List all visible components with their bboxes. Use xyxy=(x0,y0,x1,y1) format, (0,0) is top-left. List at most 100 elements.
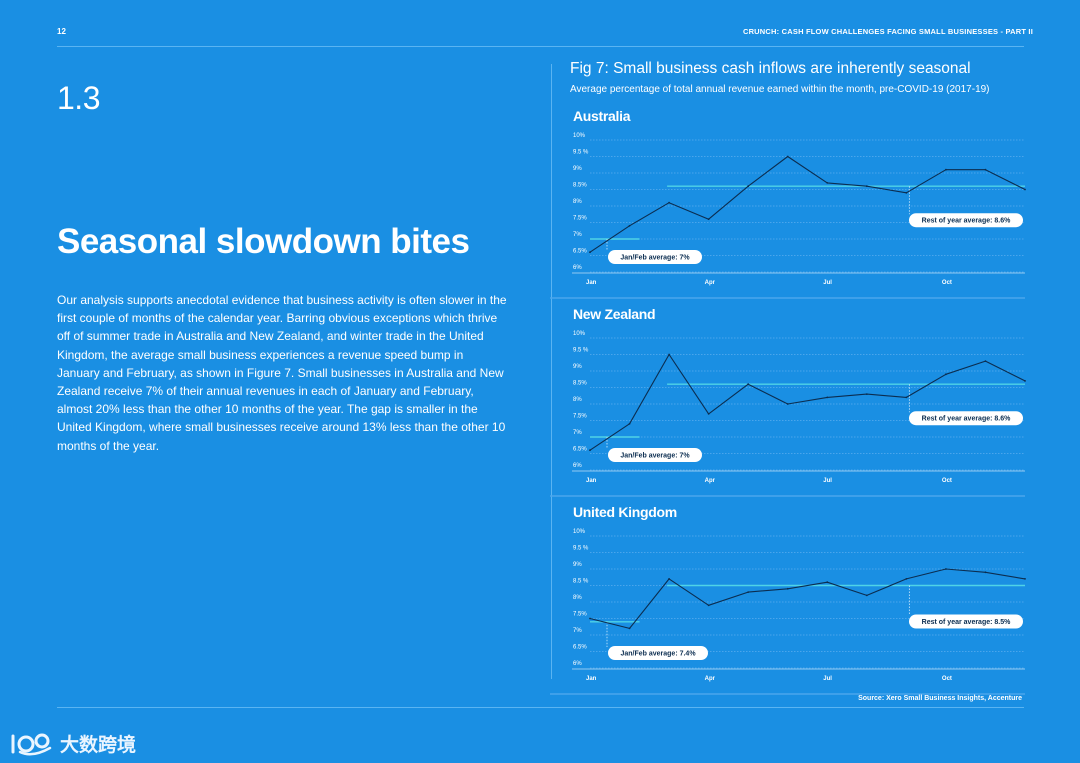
watermark-text: 大数跨境 xyxy=(60,735,137,756)
data-line xyxy=(589,155,1026,253)
rest-of-year-average-label-bg xyxy=(909,411,1023,426)
y-tick-label: 6.5% xyxy=(573,447,587,453)
y-tick-label: 7.5% xyxy=(573,612,587,618)
data-point xyxy=(865,393,868,395)
y-tick-label: 8.5% xyxy=(573,381,587,387)
y-tick-label: 7.5% xyxy=(573,414,587,420)
section-body: Our analysis supports anecdotal evidence… xyxy=(57,293,507,453)
data-point xyxy=(826,581,829,584)
jan-feb-average-label: Jan/Feb average: 7.4% xyxy=(608,646,708,660)
jan-feb-average-label-text: Jan/Feb average: 7% xyxy=(620,453,690,460)
column-divider xyxy=(551,64,552,679)
data-point xyxy=(1024,380,1026,382)
data-point xyxy=(747,591,750,593)
y-tick-label: 10% xyxy=(573,529,586,535)
chart-panel-united-kingdom: United Kingdom 6% 6.5% 7% 7.5% 8% 8.5 % 9% 9.5 … xyxy=(550,504,1030,695)
y-tick-label: 9.5 % xyxy=(573,546,589,552)
y-tick-label: 6% xyxy=(573,463,582,469)
top-rule xyxy=(57,46,1024,47)
data-point xyxy=(589,617,591,620)
rest-of-year-average-label-bg xyxy=(909,614,1023,629)
jan-feb-average-label-text: Jan/Feb average: 7% xyxy=(620,255,690,262)
y-tick-label: 7% xyxy=(573,628,582,634)
y-tick-label: 6% xyxy=(573,265,582,271)
page-number: 12 xyxy=(57,27,66,36)
jan-feb-average-label-bg xyxy=(608,250,702,264)
data-point xyxy=(865,594,868,597)
rest-of-year-average-label-text: Rest of year average: 8.5% xyxy=(922,619,1011,626)
data-point xyxy=(905,578,908,580)
chart-australia: 6% 6.5% 7% 7.5% 8% 8.5% 9% 9.5 % 10% Jan Apr Jul Oct… xyxy=(550,133,1026,299)
y-tick-label: 9% xyxy=(573,364,582,370)
data-point xyxy=(628,422,631,425)
jan-feb-average-label: Jan/Feb average: 7% xyxy=(608,250,702,264)
rest-of-year-average-label-text: Rest of year average: 8.6% xyxy=(922,416,1011,423)
data-line xyxy=(589,353,1026,451)
section-headline: Seasonal slowdown bites xyxy=(57,222,470,261)
running-title: CRUNCH: CASH FLOW CHALLENGES FACING SMAL… xyxy=(742,27,1033,36)
y-tick-label: 8% xyxy=(573,595,582,601)
x-tick-label: Jan xyxy=(586,280,597,286)
watermark: 大数跨境 xyxy=(10,730,136,757)
chart-panel-australia: Australia 6% 6.5% 7% 7.5% 8% 8.5% 9% 9.5 % 10% Ja… xyxy=(550,108,1030,299)
chart-title: Australia xyxy=(573,108,631,124)
x-tick-label: Oct xyxy=(942,676,952,682)
figure-subtitle: Average percentage of total annual reven… xyxy=(570,84,990,95)
jan-feb-average-label-bg xyxy=(608,448,702,462)
data-point xyxy=(707,604,710,607)
y-tick-label: 6.5% xyxy=(573,249,587,255)
data-point xyxy=(826,182,829,184)
data-point xyxy=(1024,578,1026,580)
watermark-logo-icon xyxy=(11,733,52,755)
data-point xyxy=(905,191,908,194)
chart-title: United Kingdom xyxy=(573,504,677,520)
y-tick-label: 8.5 % xyxy=(573,579,589,585)
figure-title: Fig 7: Small business cash inflows are i… xyxy=(570,60,971,77)
data-point xyxy=(668,201,670,204)
x-tick-label: Apr xyxy=(705,478,716,484)
y-tick-label: 6% xyxy=(573,661,582,667)
y-tick-label: 7.5% xyxy=(573,216,587,222)
data-point xyxy=(865,185,868,188)
x-tick-label: Oct xyxy=(942,280,952,286)
rest-of-year-average-label: Rest of year average: 8.6% xyxy=(909,213,1023,228)
y-tick-label: 9.5 % xyxy=(573,348,589,354)
x-tick-label: Apr xyxy=(705,676,716,682)
data-point xyxy=(826,396,829,399)
y-tick-label: 7% xyxy=(573,430,582,436)
data-point xyxy=(984,571,987,574)
y-tick-label: 8% xyxy=(573,397,582,403)
y-tick-label: 9% xyxy=(573,166,582,172)
y-tick-label: 8.5% xyxy=(573,183,587,189)
data-point xyxy=(905,396,908,399)
data-point xyxy=(628,224,631,227)
x-tick-label: Jan xyxy=(586,676,597,682)
x-tick-label: Jul xyxy=(823,478,832,484)
data-point xyxy=(707,218,710,221)
data-point xyxy=(984,168,987,171)
jan-feb-average-label-text: Jan/Feb average: 7.4% xyxy=(620,651,696,658)
data-point xyxy=(1024,188,1026,191)
figure-source: Source: Xero Small Business Insights, Ac… xyxy=(858,695,1022,702)
data-point xyxy=(628,627,631,630)
bottom-rule xyxy=(57,707,1024,708)
data-line xyxy=(589,568,1026,629)
jan-feb-average-label: Jan/Feb average: 7% xyxy=(608,448,702,462)
data-point xyxy=(589,251,591,254)
rest-of-year-average-label: Rest of year average: 8.6% xyxy=(909,411,1023,426)
y-tick-label: 9% xyxy=(573,562,582,568)
chart-united-kingdom: 6% 6.5% 7% 7.5% 8% 8.5 % 9% 9.5 % 10% Jan Apr Jul Oc… xyxy=(550,529,1026,695)
y-tick-label: 10% xyxy=(573,133,586,139)
chart-panel-new-zealand: New Zealand 6% 6.5% 7% 7.5% 8% 8.5% 9% 9.5 % 10%… xyxy=(550,306,1030,497)
data-point xyxy=(786,155,789,158)
y-tick-label: 6.5% xyxy=(573,645,587,651)
y-tick-label: 9.5 % xyxy=(573,150,589,156)
data-point xyxy=(945,168,947,171)
rest-of-year-average-label: Rest of year average: 8.5% xyxy=(909,614,1023,629)
x-tick-label: Jan xyxy=(586,478,597,484)
x-tick-label: Apr xyxy=(705,280,716,286)
x-tick-label: Jul xyxy=(823,280,832,286)
y-tick-label: 8% xyxy=(573,199,582,205)
data-point xyxy=(668,353,670,356)
y-tick-label: 10% xyxy=(573,331,586,337)
